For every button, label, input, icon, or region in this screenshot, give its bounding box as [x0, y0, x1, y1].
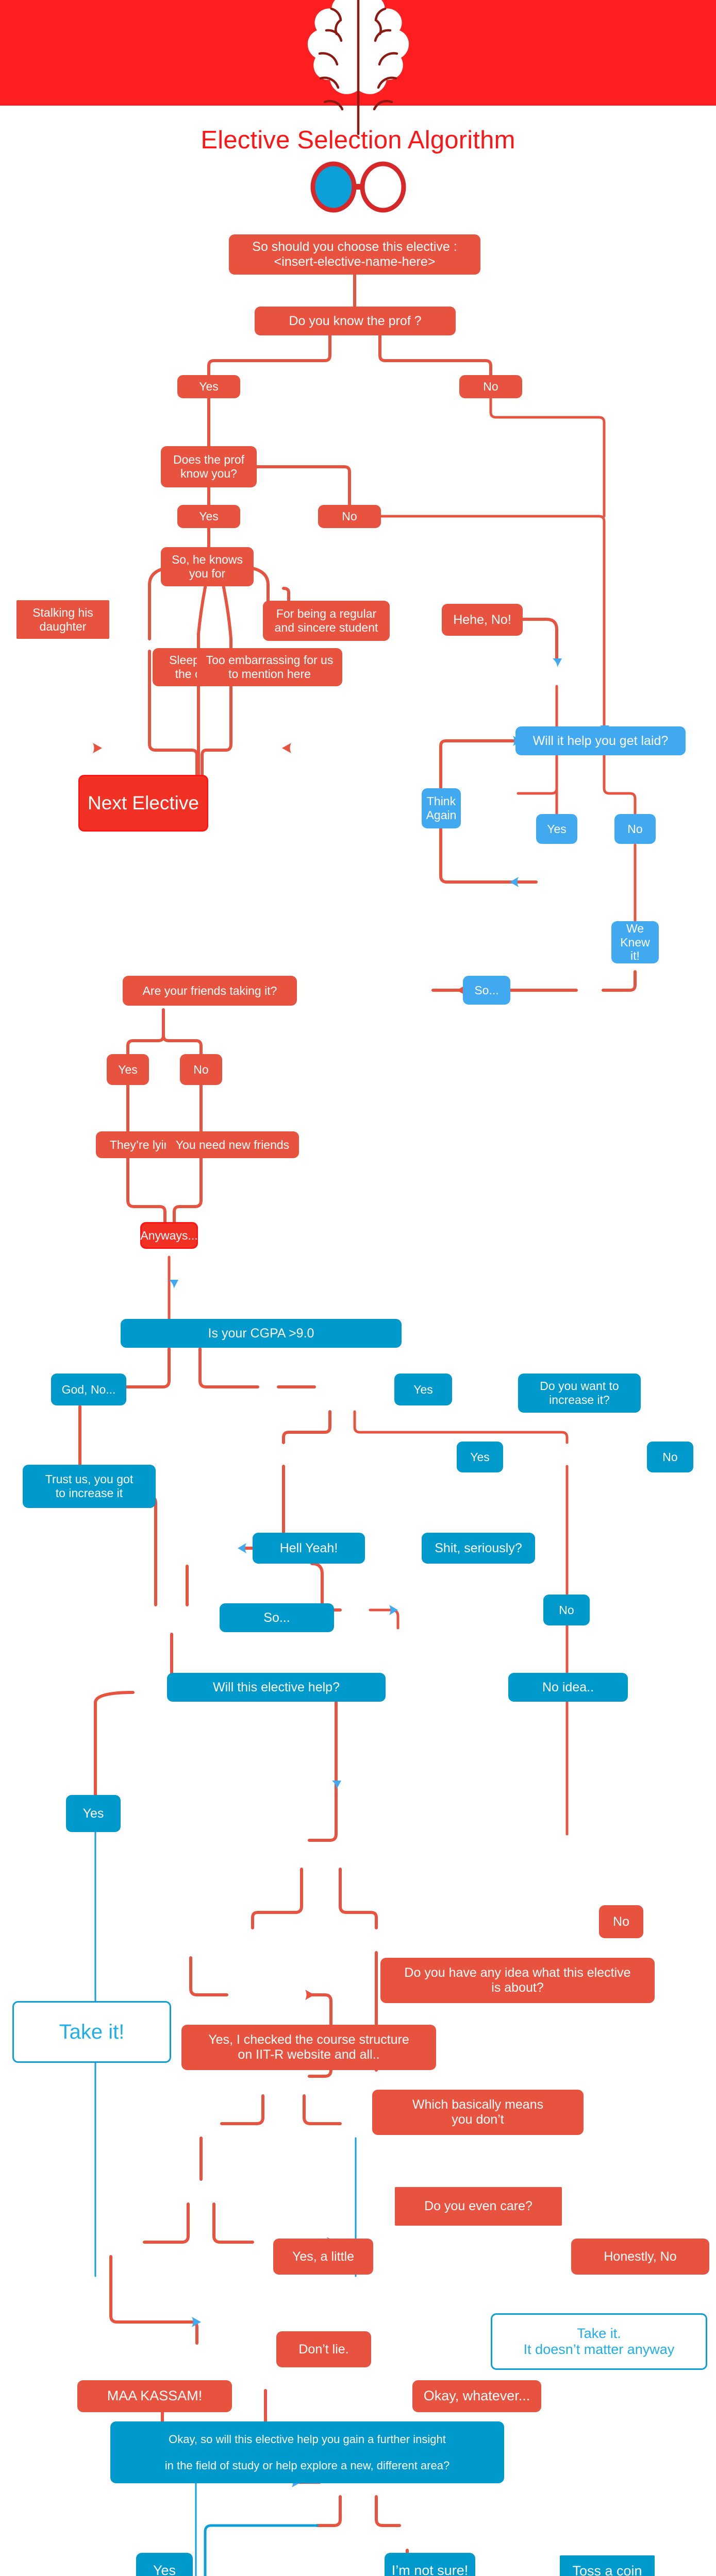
- node-knows-for-line2: you for: [189, 567, 226, 580]
- node-elective-help-yes[interactable]: Yes: [66, 1795, 121, 1832]
- node-shit-seriously-no[interactable]: No: [543, 1595, 590, 1625]
- node-hehe-no[interactable]: Hehe, No!: [442, 604, 523, 636]
- node-maa-kassam[interactable]: MAA KASSAM!: [77, 2380, 232, 2412]
- node-laid-yes[interactable]: Yes: [536, 814, 577, 844]
- node-so-1[interactable]: So...: [463, 976, 510, 1005]
- node-increase-line1: Do you want to: [540, 1379, 619, 1393]
- brain-icon: [307, 0, 409, 135]
- node-increase-no[interactable]: No: [647, 1442, 693, 1472]
- node-help-get-laid[interactable]: Will it help you get laid?: [515, 726, 686, 755]
- node-start-line1: So should you choose this elective :: [252, 240, 457, 254]
- node-which-means-line1: Which basically means: [412, 2097, 544, 2112]
- node-think-again-1[interactable]: Think Again: [422, 788, 461, 828]
- node-which-means-line2: you don’t: [452, 2112, 504, 2127]
- node-does-prof-know-you[interactable]: Does the prof know you?: [161, 446, 257, 487]
- node-hell-yeah[interactable]: Hell Yeah!: [253, 1533, 365, 1564]
- node-cgpa-god-no[interactable]: God, No...: [51, 1374, 126, 1405]
- node-cgpa-yes[interactable]: Yes: [394, 1374, 452, 1405]
- node-want-to-increase-it[interactable]: Do you want to increase it?: [518, 1374, 641, 1413]
- node-start-line2: <insert-elective-name-here>: [274, 255, 436, 269]
- node-insight-yes[interactable]: Yes: [136, 2553, 193, 2576]
- node-which-means-you-dont[interactable]: Which basically means you don’t: [372, 2090, 584, 2135]
- node-toss-a-coin[interactable]: Toss a coin: [560, 2555, 655, 2576]
- node-knows-for-line1: So, he knows: [171, 553, 243, 567]
- node-friends-no[interactable]: No: [180, 1054, 222, 1085]
- node-prof-no[interactable]: No: [459, 375, 522, 398]
- node-take-it-1[interactable]: Take it!: [12, 2001, 171, 2063]
- node-know-the-prof[interactable]: Do you know the prof ?: [255, 307, 456, 335]
- node-take-it-2-line1: Take it.: [577, 2325, 621, 2341]
- node-increase-yes[interactable]: Yes: [457, 1442, 503, 1472]
- node-need-new-friends[interactable]: You need new friends: [166, 1131, 299, 1158]
- node-prof-knows-yes[interactable]: Yes: [177, 505, 240, 528]
- node-checked-line2: on IIT-R website and all..: [238, 2047, 380, 2062]
- node-so-2[interactable]: So...: [220, 1603, 334, 1632]
- node-honestly-no[interactable]: Honestly, No: [571, 2239, 709, 2275]
- node-friends-yes[interactable]: Yes: [107, 1054, 149, 1085]
- node-will-this-elective-help[interactable]: Will this elective help?: [167, 1673, 386, 1702]
- node-trust-line2: to increase it: [55, 1486, 123, 1500]
- node-dont-lie[interactable]: Don’t lie.: [276, 2331, 371, 2367]
- node-take-it-doesnt-matter[interactable]: Take it. It doesn’t matter anyway: [491, 2313, 707, 2370]
- glasses-icon: [310, 161, 406, 213]
- node-idea-no[interactable]: No: [599, 1905, 643, 1938]
- node-cgpa-question[interactable]: Is your CGPA >9.0: [121, 1319, 402, 1348]
- node-okay-whatever[interactable]: Okay, whatever...: [412, 2380, 541, 2412]
- node-insight-line2: in the field of study or help explore a …: [164, 2459, 450, 2472]
- node-idea-about-line2: is about?: [491, 1980, 544, 1995]
- node-stalking-his-daughter[interactable]: Stalking his daughter: [16, 600, 109, 639]
- node-no-idea[interactable]: No idea..: [508, 1673, 628, 1702]
- node-stalking-line2: daughter: [39, 619, 87, 633]
- node-further-insight-question[interactable]: Okay, so will this elective help you gai…: [110, 2421, 504, 2483]
- node-friends-taking-it[interactable]: Are your friends taking it?: [123, 976, 297, 1006]
- node-idea-what-elective-about[interactable]: Do you have any idea what this elective …: [380, 1958, 655, 2003]
- node-anyways[interactable]: Anyways...: [140, 1222, 198, 1249]
- node-so-he-knows-you-for[interactable]: So, he knows you for: [161, 547, 254, 586]
- node-checked-course-structure[interactable]: Yes, I checked the course structure on I…: [181, 2025, 436, 2070]
- node-prof-know-line2: know you?: [180, 467, 237, 480]
- node-embarrassing-line1: Too embarrassing for us: [206, 653, 334, 667]
- node-regular-sincere-student[interactable]: For being a regular and sincere student: [263, 601, 390, 641]
- node-checked-line1: Yes, I checked the course structure: [208, 2032, 409, 2047]
- node-im-not-sure[interactable]: I’m not sure!: [385, 2553, 475, 2576]
- node-prof-knows-no[interactable]: No: [318, 505, 381, 528]
- node-insight-line1: Okay, so will this elective help you gai…: [169, 2432, 446, 2446]
- node-prof-know-line1: Does the prof: [173, 453, 245, 467]
- node-regular-line2: and sincere student: [274, 621, 378, 634]
- node-start-question[interactable]: So should you choose this elective : <in…: [229, 234, 480, 275]
- node-trust-us-increase-it[interactable]: Trust us, you got to increase it: [23, 1465, 156, 1508]
- node-take-it-2-line2: It doesn’t matter anyway: [523, 2342, 675, 2357]
- page-title: Elective Selection Algorithm: [201, 126, 515, 154]
- node-we-knew-it[interactable]: We Knew it!: [611, 921, 659, 963]
- node-shit-seriously[interactable]: Shit, seriously?: [422, 1533, 535, 1564]
- node-increase-line2: increase it?: [549, 1393, 610, 1406]
- node-embarrassing-line2: to mention here: [228, 667, 311, 681]
- node-stalking-line1: Stalking his: [32, 605, 93, 619]
- node-we-knew-line2: Knew it!: [620, 935, 650, 963]
- node-think-again-line2: Again: [426, 808, 457, 822]
- node-yes-a-little[interactable]: Yes, a little: [273, 2239, 373, 2275]
- node-trust-line1: Trust us, you got: [45, 1472, 134, 1486]
- node-next-elective-top[interactable]: Next Elective: [78, 775, 208, 832]
- node-idea-about-line1: Do you have any idea what this elective: [404, 1965, 631, 1980]
- node-too-embarrassing[interactable]: Too embarrassing for us to mention here: [197, 648, 342, 686]
- node-prof-yes[interactable]: Yes: [177, 375, 240, 398]
- node-regular-line1: For being a regular: [276, 607, 377, 621]
- node-do-you-even-care[interactable]: Do you even care?: [395, 2187, 562, 2226]
- node-laid-no[interactable]: No: [614, 814, 656, 844]
- node-we-knew-line1: We: [626, 922, 644, 935]
- node-think-again-line1: Think: [426, 794, 456, 808]
